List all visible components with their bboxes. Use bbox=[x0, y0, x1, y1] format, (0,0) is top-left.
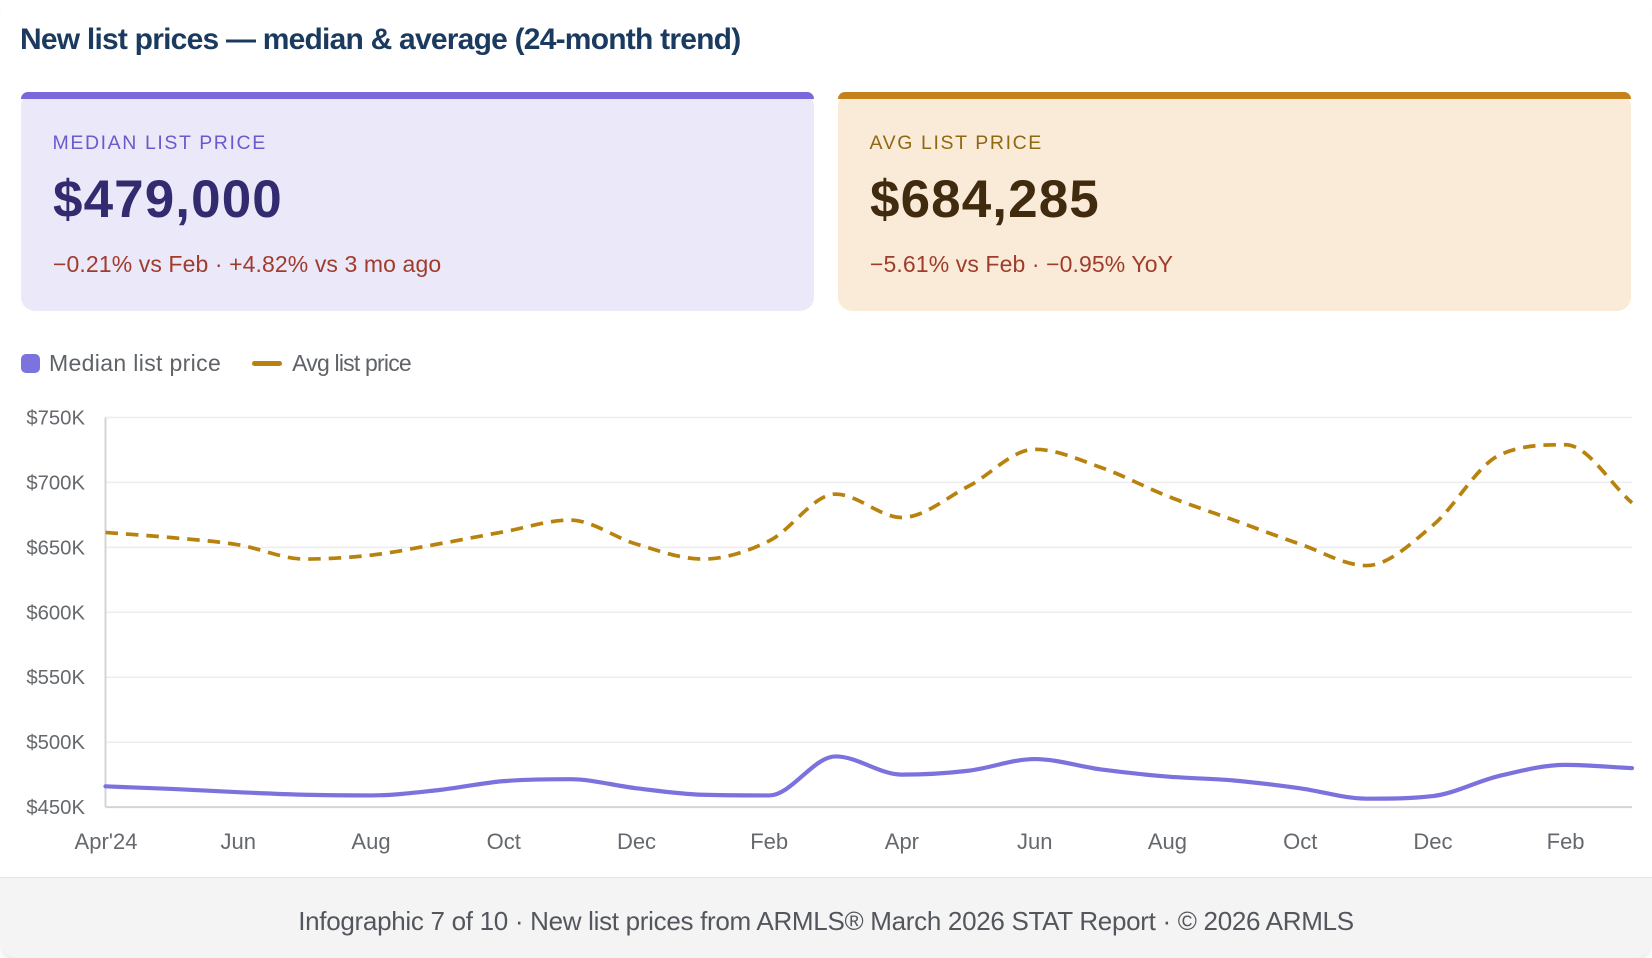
svg-text:$650K: $650K bbox=[26, 537, 85, 559]
svg-text:$500K: $500K bbox=[26, 732, 85, 754]
svg-text:Aug: Aug bbox=[351, 829, 390, 854]
svg-text:Jun: Jun bbox=[1017, 829, 1052, 854]
svg-text:Oct: Oct bbox=[487, 829, 521, 854]
svg-text:$450K: $450K bbox=[26, 797, 85, 819]
svg-text:$550K: $550K bbox=[26, 667, 85, 689]
svg-text:Dec: Dec bbox=[617, 829, 656, 854]
svg-text:Aug: Aug bbox=[1148, 829, 1187, 854]
svg-text:Jun: Jun bbox=[220, 829, 255, 854]
svg-text:Apr: Apr bbox=[885, 829, 919, 854]
svg-text:$700K: $700K bbox=[26, 472, 85, 494]
svg-text:Dec: Dec bbox=[1413, 829, 1452, 854]
svg-text:Oct: Oct bbox=[1283, 829, 1317, 854]
svg-text:Feb: Feb bbox=[750, 829, 788, 854]
svg-text:Feb: Feb bbox=[1547, 829, 1585, 854]
svg-text:$600K: $600K bbox=[26, 602, 85, 624]
svg-text:$750K: $750K bbox=[26, 408, 85, 430]
svg-text:Apr'24: Apr'24 bbox=[75, 829, 138, 854]
